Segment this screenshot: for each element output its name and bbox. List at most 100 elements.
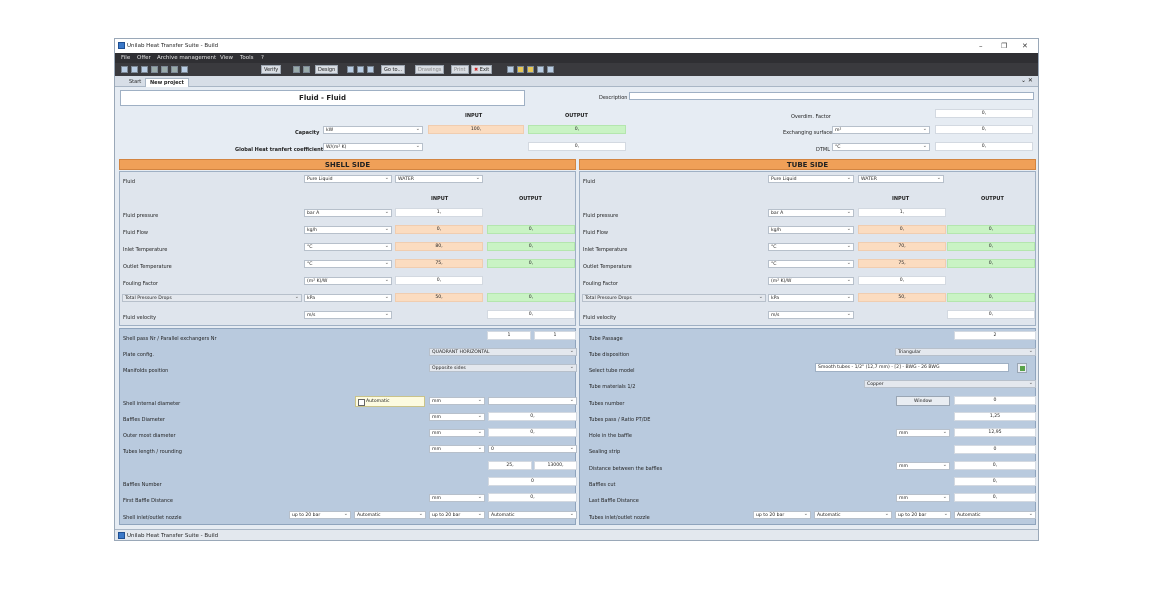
outer-diameter-input[interactable]: 0, — [488, 428, 577, 437]
tube-fluid-flow-unit-select[interactable]: kg/h — [768, 226, 854, 234]
shell-fluid-name-select[interactable]: WATER — [395, 175, 483, 183]
capacity-unit-select[interactable]: kW — [323, 126, 423, 134]
new-icon[interactable] — [121, 66, 128, 73]
last-baffle-distance-input[interactable]: 0, — [954, 493, 1036, 502]
plate-config-select[interactable]: QUADRANT HORIZONTAL — [429, 348, 577, 356]
sheet-icon[interactable] — [357, 66, 364, 73]
tubes-length-max-input[interactable]: 13000, — [534, 461, 577, 470]
sealing-strip-input[interactable]: 0 — [954, 445, 1036, 454]
tab-close-icon[interactable]: ⌄ ✕ — [1021, 77, 1033, 84]
tube-disposition-select[interactable]: Triangular — [895, 348, 1036, 356]
tube-fluid-pressure-unit-select[interactable]: bar A — [768, 209, 854, 217]
shell-fluid-velocity-unit-select[interactable]: m/s — [304, 311, 392, 319]
tube-outlet-temperature-unit-select[interactable]: °C — [768, 260, 854, 268]
copy-icon[interactable] — [161, 66, 168, 73]
verify-button[interactable]: Verify — [261, 65, 282, 74]
shell-fluid-pressure-unit-select[interactable]: bar A — [304, 209, 392, 217]
minimize-icon[interactable]: – — [979, 42, 983, 50]
print-button[interactable]: Print — [451, 65, 469, 74]
menu-tools[interactable]: Tools — [240, 55, 254, 61]
tube-inlet-temperature-unit-select[interactable]: °C — [768, 243, 854, 251]
shell-nozzle-auto-2-select[interactable]: Automatic — [488, 511, 577, 519]
first-baffle-unit-select[interactable]: mm — [429, 494, 485, 502]
print-icon[interactable] — [151, 66, 158, 73]
design-button[interactable]: Design — [315, 65, 339, 74]
menu-view[interactable]: View — [220, 55, 234, 61]
tubes-pass-input[interactable]: 1,25 — [954, 412, 1036, 421]
tubes-nozzle-auto-2-select[interactable]: Automatic — [954, 511, 1036, 519]
shell-outlet-temperature-input[interactable]: 75, — [395, 259, 483, 268]
link-icon[interactable] — [507, 66, 514, 73]
menu-offer[interactable]: Offer — [137, 55, 151, 61]
tube-fluid-pressure-input[interactable]: 1, — [858, 208, 946, 217]
shell-fouling-factor-input[interactable]: 0, — [395, 276, 483, 285]
tube-model-picker-button[interactable] — [1017, 363, 1027, 373]
close-icon[interactable]: ✕ — [1022, 42, 1028, 50]
tab-start[interactable]: Start — [129, 79, 142, 85]
exit-button[interactable]: ✖ Exit — [471, 65, 493, 74]
baffles-number-input[interactable]: 0 — [488, 477, 577, 486]
last-baffle-unit-select[interactable]: mm — [896, 494, 950, 502]
open-icon[interactable] — [131, 66, 138, 73]
tab-new-project[interactable]: New project — [145, 78, 189, 87]
tube-total-pressure-drops-input[interactable]: 50, — [858, 293, 946, 302]
shell-nozzle-pressure-1-select[interactable]: up to 20 bar — [289, 511, 351, 519]
automatic-checkbox[interactable]: Automatic — [355, 396, 425, 407]
shell-total-pressure-drops-input[interactable]: 50, — [395, 293, 483, 302]
shell-pass-input[interactable]: 1 — [487, 331, 531, 340]
window-icon[interactable] — [537, 66, 544, 73]
redo-icon[interactable] — [303, 66, 310, 73]
tools-icon[interactable] — [527, 66, 534, 73]
goto-button[interactable]: Go to... — [381, 65, 406, 74]
shell-diameter-select[interactable] — [488, 397, 577, 405]
menu-archive-management[interactable]: Archive management — [157, 55, 217, 61]
baffles-cut-input[interactable]: 0, — [954, 477, 1036, 486]
tube-inlet-temperature-input[interactable]: 70, — [858, 242, 946, 251]
info-icon[interactable] — [547, 66, 554, 73]
baffle-distance-input[interactable]: 0, — [954, 461, 1036, 470]
tube-outlet-temperature-input[interactable]: 75, — [858, 259, 946, 268]
description-input[interactable] — [629, 92, 1034, 100]
hole-unit-select[interactable]: mm — [896, 429, 950, 437]
paste-icon[interactable] — [171, 66, 178, 73]
baffle-distance-unit-select[interactable]: mm — [896, 462, 950, 470]
shell-fluid-flow-input[interactable]: 0, — [395, 225, 483, 234]
shell-fouling-factor-unit-select[interactable]: (m² K)/W — [304, 277, 392, 285]
outer-diameter-unit-select[interactable]: mm — [429, 429, 485, 437]
tube-passage-input[interactable]: 2 — [954, 331, 1036, 340]
hole-in-baffle-input[interactable]: 12,95 — [954, 428, 1036, 437]
shell-nozzle-pressure-2-select[interactable]: up to 20 bar — [429, 511, 485, 519]
restore-icon[interactable]: ❐ — [1001, 42, 1008, 50]
menu-file[interactable]: File — [121, 55, 131, 61]
window-button[interactable]: Window — [896, 396, 950, 406]
dtml-unit-select[interactable]: °C — [832, 143, 930, 151]
capacity-input[interactable]: 100, — [428, 125, 524, 134]
shell-outlet-temperature-unit-select[interactable]: °C — [304, 260, 392, 268]
shell-diameter-unit-select[interactable]: mm — [429, 397, 485, 405]
report-icon[interactable] — [367, 66, 374, 73]
options-icon[interactable] — [181, 66, 188, 73]
baffles-diameter-input[interactable]: 0, — [488, 412, 577, 421]
menu-help[interactable]: ? — [261, 55, 264, 61]
shell-fluid-pressure-input[interactable]: 1, — [395, 208, 483, 217]
tubes-nozzle-pressure-2-select[interactable]: up to 20 bar — [895, 511, 951, 519]
first-baffle-distance-input[interactable]: 0, — [488, 493, 577, 502]
tubes-nozzle-pressure-1-select[interactable]: up to 20 bar — [753, 511, 811, 519]
drawings-button[interactable]: Drawings — [415, 65, 445, 74]
tubes-length-select[interactable]: 0 — [488, 445, 577, 453]
tubes-number-input[interactable]: 0 — [954, 396, 1036, 405]
tube-model-input[interactable]: Smooth tubes - 1/2" (12,7 mm) - [2] - BW… — [815, 363, 1009, 372]
calc-icon[interactable] — [347, 66, 354, 73]
baffles-diameter-unit-select[interactable]: mm — [429, 413, 485, 421]
tube-fouling-factor-input[interactable]: 0, — [858, 276, 946, 285]
shell-nozzle-auto-1-select[interactable]: Automatic — [354, 511, 426, 519]
tube-fluid-name-select[interactable]: WATER — [858, 175, 944, 183]
tube-total-pressure-drops-unit-select[interactable]: kPa — [768, 294, 854, 302]
tube-fluid-velocity-unit-select[interactable]: m/s — [768, 311, 854, 319]
wizard-icon[interactable] — [517, 66, 524, 73]
tubes-nozzle-auto-1-select[interactable]: Automatic — [814, 511, 892, 519]
save-icon[interactable] — [141, 66, 148, 73]
tubes-length-unit-select[interactable]: mm — [429, 445, 485, 453]
shell-inlet-temperature-input[interactable]: 80, — [395, 242, 483, 251]
shell-pressure-drops-mode-select[interactable]: Total Pressure Drops — [122, 294, 302, 302]
